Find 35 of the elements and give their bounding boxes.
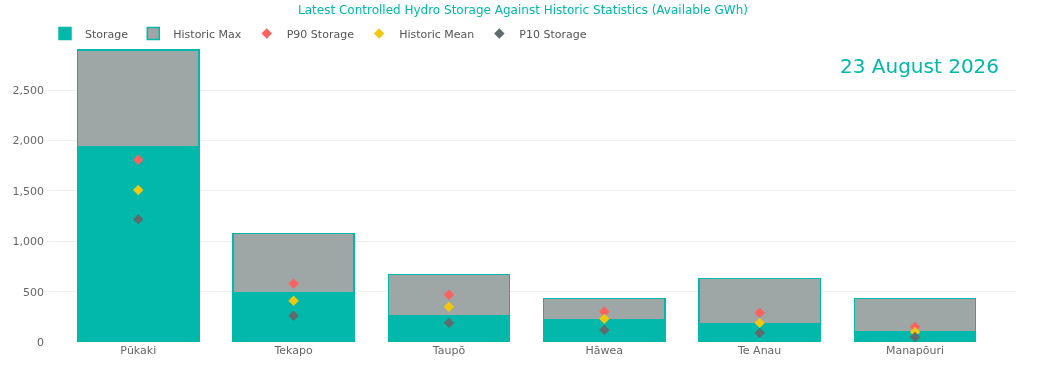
x-tick-label: Hāwea [585, 344, 624, 357]
legend-label: P10 Storage [519, 27, 587, 41]
legend-label: Historic Mean [399, 27, 475, 41]
x-tick-label: Taupō [431, 344, 466, 357]
point [754, 327, 765, 339]
point [443, 317, 455, 329]
chart-title: Latest Controlled Hydro Storage Against Historic Statistics (Available GWh) [298, 2, 748, 17]
point [443, 289, 455, 300]
point [443, 301, 455, 312]
y-tick-label: 500 [23, 285, 44, 299]
x-tick-label: Tekapo [273, 344, 313, 357]
y-tick-label: 1,000 [12, 235, 44, 249]
point [288, 310, 299, 322]
point [754, 307, 765, 318]
point [599, 313, 610, 325]
legend-label: Storage [85, 27, 129, 41]
legend-label: P90 Storage [286, 27, 355, 41]
point [288, 278, 299, 289]
point [599, 306, 610, 317]
y-tick-label: 2,000 [12, 134, 44, 148]
point [909, 331, 921, 343]
legend-label: Historic Max [173, 27, 242, 41]
y-tick-label: 0 [37, 335, 44, 349]
x-tick-label: Manapōuri [885, 344, 945, 357]
point [754, 317, 765, 329]
point [133, 154, 144, 165]
point [288, 295, 299, 306]
y-tick-label: 1,500 [12, 184, 44, 198]
y-tick-label: 2,500 [12, 84, 44, 98]
x-tick-label: Te Anau [737, 344, 782, 357]
point [133, 184, 144, 196]
point [599, 324, 610, 336]
annotation: 23 August 2026 [840, 54, 1000, 78]
point [133, 213, 144, 225]
x-tick-label: Pūkaki [120, 344, 157, 357]
